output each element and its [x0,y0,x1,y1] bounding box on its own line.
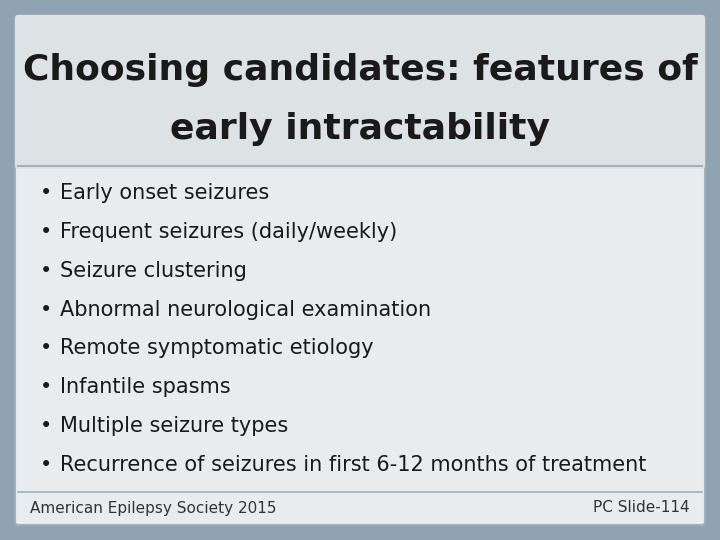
Text: Early onset seizures: Early onset seizures [60,184,269,204]
Text: Multiple seizure types: Multiple seizure types [60,416,288,436]
Text: •: • [40,377,52,397]
Text: Remote symptomatic etiology: Remote symptomatic etiology [60,339,374,359]
Text: Frequent seizures (daily/weekly): Frequent seizures (daily/weekly) [60,222,397,242]
FancyBboxPatch shape [15,15,705,169]
Text: PC Slide-114: PC Slide-114 [593,501,690,516]
Text: •: • [40,300,52,320]
Text: American Epilepsy Society 2015: American Epilepsy Society 2015 [30,501,276,516]
Text: Seizure clustering: Seizure clustering [60,261,247,281]
Text: Abnormal neurological examination: Abnormal neurological examination [60,300,431,320]
Text: •: • [40,222,52,242]
Text: •: • [40,455,52,475]
Text: •: • [40,184,52,204]
Text: early intractability: early intractability [170,112,550,146]
Text: Choosing candidates: features of: Choosing candidates: features of [22,53,698,87]
Text: •: • [40,261,52,281]
Bar [18,18,702,166]
FancyBboxPatch shape [15,15,705,525]
Text: •: • [40,339,52,359]
Text: Recurrence of seizures in first 6-12 months of treatment: Recurrence of seizures in first 6-12 mon… [60,455,647,475]
Text: Infantile spasms: Infantile spasms [60,377,230,397]
Text: •: • [40,416,52,436]
